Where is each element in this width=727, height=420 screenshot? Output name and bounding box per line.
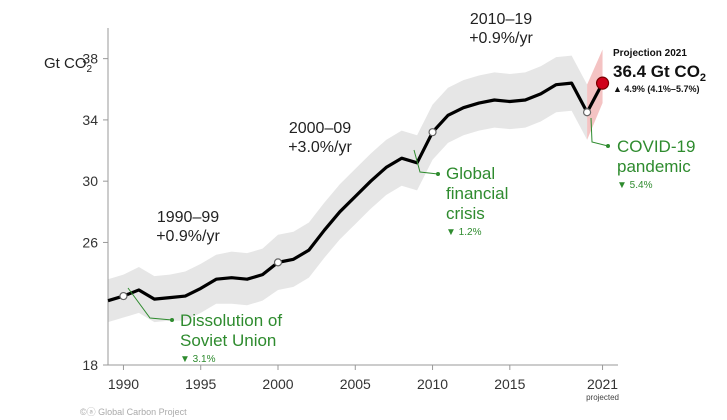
decade-marker <box>273 258 283 267</box>
x-tick-label: 2005 <box>340 376 371 392</box>
event-leader-dot <box>436 172 440 176</box>
event-label-line: Global <box>446 164 495 183</box>
y-tick-label: 34 <box>82 112 98 128</box>
decade-marker <box>428 128 437 137</box>
y-axis-label-main: Gt CO <box>44 55 87 72</box>
event-label-line: pandemic <box>617 157 691 176</box>
uncertainty-band-layer <box>108 49 603 323</box>
decade-marker <box>582 108 592 117</box>
y-tick-label: 30 <box>82 173 98 189</box>
x-tick-label: 2015 <box>494 376 525 392</box>
event-label-line: Dissolution of <box>180 311 282 330</box>
x-tick-label: 1995 <box>185 376 216 392</box>
event-leader-line <box>127 287 173 321</box>
event-change-label: ▼ 3.1% <box>180 354 216 365</box>
x-tick-label: 2000 <box>262 376 293 392</box>
event-label-line: crisis <box>446 204 485 223</box>
projection-dot <box>595 76 610 90</box>
projection-change: ▲ 4.9% (4.1%–5.7%) <box>613 84 699 94</box>
event-leader-line <box>413 149 439 175</box>
credit-text: ©ⓐ Global Carbon Project <box>80 407 187 417</box>
annotation-layer: 1990–99 +0.9%/yr 2000–09 +3.0%/yr 2010–19 +0.… <box>127 11 706 365</box>
event-label-line: Soviet Union <box>180 331 276 350</box>
event-label-line: COVID-19 <box>617 137 695 156</box>
event-leader-dot <box>170 318 174 322</box>
projection-value-main: 36.4 Gt CO <box>613 62 700 81</box>
event-label-line: financial <box>446 184 508 203</box>
period-label-rate: +0.9%/yr <box>469 30 533 47</box>
y-axis-label-subscript: 2 <box>87 64 93 75</box>
event-change-label: ▼ 5.4% <box>617 180 653 191</box>
event-leader-dot <box>606 144 610 148</box>
y-axis-label: Gt CO2 <box>44 55 93 75</box>
period-label-range: 2000–09 <box>289 120 351 137</box>
y-tick-label: 18 <box>82 357 98 373</box>
period-label-rate: +0.9%/yr <box>156 228 220 245</box>
period-label-rate: +3.0%/yr <box>288 139 352 156</box>
projection-title: Projection 2021 <box>613 48 687 59</box>
emissions-line <box>107 81 589 303</box>
projection-value-subscript: 2 <box>700 72 706 84</box>
x-tick-label: 1990 <box>108 376 139 392</box>
x-tick-label: 2010 <box>417 376 448 392</box>
decade-marker <box>119 291 128 301</box>
y-tick-label: 26 <box>82 234 98 250</box>
series-line-layer <box>107 76 610 303</box>
period-label-range: 1990–99 <box>157 209 219 226</box>
projection-value: 36.4 Gt CO2 <box>613 62 706 84</box>
x-tick-label: 2021 <box>587 376 618 392</box>
event-change-label: ▼ 1.2% <box>446 227 482 238</box>
y-tick-label: 38 <box>82 51 98 67</box>
event-leader-line <box>590 117 609 147</box>
uncertainty-band <box>108 55 588 323</box>
x-tick-note: projected <box>586 393 619 402</box>
period-label-range: 2010–19 <box>470 11 532 28</box>
